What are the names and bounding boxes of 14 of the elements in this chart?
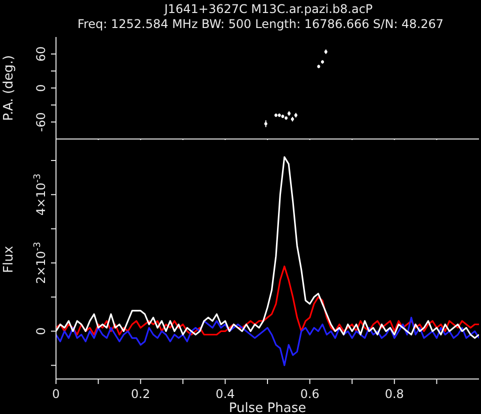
chart-title: J1641+3627C M13C.ar.pazi.b8.acP: [162, 2, 374, 16]
y-tick-label: 60: [34, 46, 48, 62]
chart-subtitle: Freq: 1252.584 MHz BW: 500 Length: 16786.666 S/N: 48.267: [76, 17, 445, 31]
y-tick-label: 0: [34, 84, 48, 92]
x-tick-label: 0: [52, 387, 60, 401]
y-axis-title: P.A. (deg.): [2, 55, 17, 121]
x-tick-label: 0.6: [300, 387, 320, 401]
y-tick-label: 0: [34, 327, 48, 336]
x-axis-title: Pulse Phase: [228, 401, 306, 414]
x-tick-label: 0.2: [131, 387, 150, 401]
x-tick-label: 0.8: [384, 387, 404, 401]
y-tick-label: -60: [34, 112, 48, 132]
y-axis-title: Flux: [2, 246, 17, 274]
x-tick-label: 0.4: [216, 387, 235, 401]
